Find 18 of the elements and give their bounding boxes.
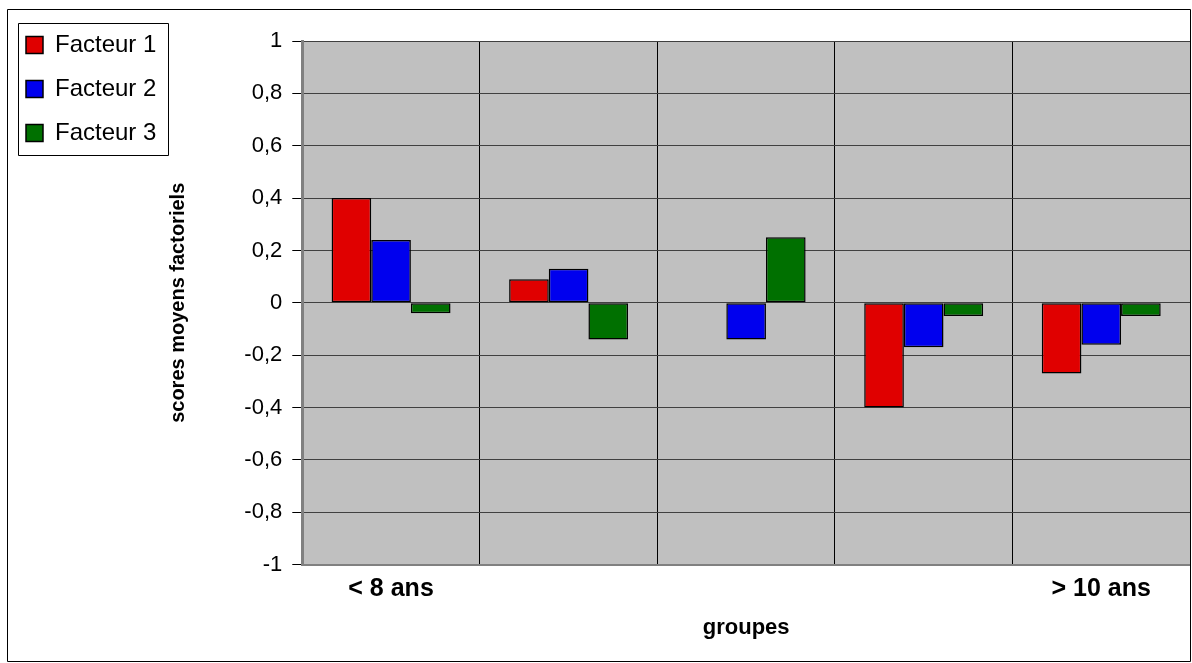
y-tick-label: 0 — [270, 288, 283, 314]
y-tick-label: -0,6 — [244, 445, 283, 471]
legend-label: Facteur 1 — [55, 29, 157, 57]
x-tick-label: > 10 ans — [1051, 573, 1151, 602]
y-tick-label: -0,2 — [244, 341, 283, 367]
y-tick-label: -0,8 — [244, 498, 283, 524]
y-tick-label: 0,6 — [251, 131, 283, 157]
y-tick-label: -0,4 — [244, 393, 283, 419]
x-axis-title: groupes — [702, 613, 790, 639]
y-tick-label: 0,2 — [251, 236, 283, 262]
y-axis-title: scores moyens factoriels — [165, 182, 188, 423]
legend-label: Facteur 2 — [55, 73, 157, 101]
y-tick-label: -1 — [262, 550, 283, 576]
y-tick-label: 1 — [270, 27, 283, 53]
x-tick-label: < 8 ans — [348, 573, 434, 602]
y-tick-label: 0,4 — [251, 184, 283, 210]
legend-label: Facteur 3 — [55, 117, 157, 145]
y-tick-label: 0,8 — [251, 79, 283, 105]
